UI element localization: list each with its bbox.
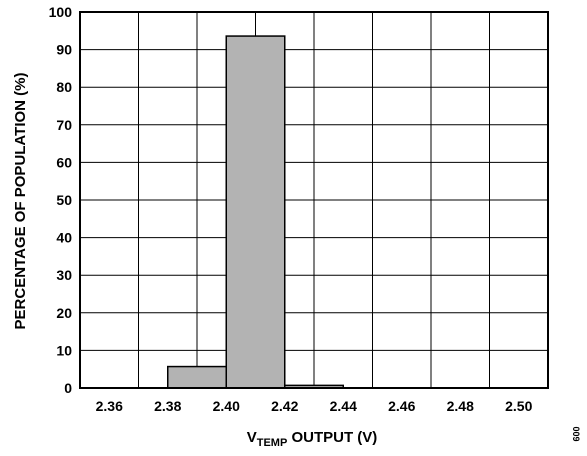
x-tick-label: 2.40 [213, 398, 240, 414]
x-axis-label-subscript: TEMP [257, 437, 288, 449]
grid-lines [80, 12, 548, 388]
x-tick-label: 2.44 [330, 398, 357, 414]
y-tick-label: 70 [56, 117, 72, 133]
x-tick-labels: 2.36 2.38 2.40 2.42 2.44 2.46 2.48 2.50 [96, 398, 533, 414]
y-tick-label: 80 [56, 79, 72, 95]
x-axis-label-main: V [247, 429, 257, 446]
x-tick-label: 2.50 [505, 398, 532, 414]
plot-frame [79, 11, 549, 389]
y-axis-label: PERCENTAGE OF POPULATION (%) [12, 73, 29, 330]
x-axis-label: VTEMP OUTPUT (V) [247, 429, 378, 449]
x-tick-label: 2.48 [447, 398, 474, 414]
y-tick-label: 30 [56, 267, 72, 283]
y-tick-label: 40 [56, 230, 72, 246]
bars [167, 35, 344, 389]
y-tick-label: 90 [56, 42, 72, 58]
x-tick-label: 2.36 [96, 398, 123, 414]
y-tick-label: 100 [49, 4, 73, 20]
histogram-bar [167, 365, 227, 389]
x-tick-label: 2.42 [271, 398, 298, 414]
y-tick-label: 60 [56, 154, 72, 170]
y-tick-label: 10 [56, 342, 72, 358]
x-axis-label-rest: OUTPUT (V) [287, 429, 377, 446]
histogram-bar [225, 35, 286, 389]
y-tick-label: 20 [56, 305, 72, 321]
x-tick-label: 2.46 [388, 398, 415, 414]
y-tick-labels: 0 10 20 30 40 50 60 70 80 90 100 [49, 4, 73, 396]
figure-id: 009 [571, 426, 581, 441]
y-tick-label: 50 [56, 192, 72, 208]
x-tick-label: 2.38 [154, 398, 181, 414]
y-tick-label: 0 [64, 380, 72, 396]
